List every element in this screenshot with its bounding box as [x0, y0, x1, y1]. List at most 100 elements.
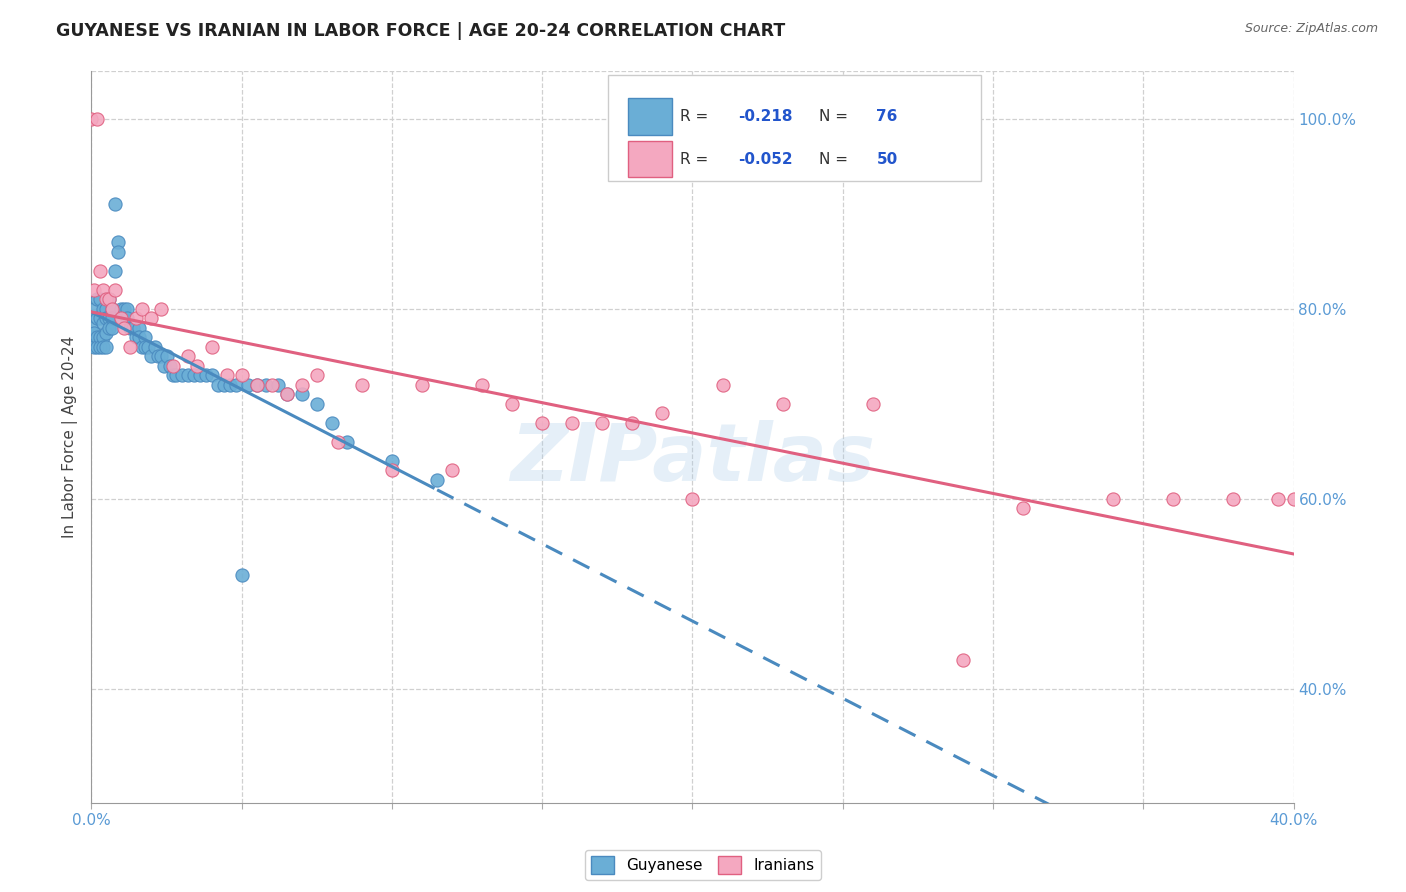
- Point: [104, 197, 127, 211]
- Point: [501, 397, 523, 411]
- Point: [128, 330, 150, 344]
- Point: [621, 416, 644, 430]
- Point: [89, 340, 111, 354]
- Point: [141, 311, 163, 326]
- Point: [93, 330, 115, 344]
- Point: [83, 340, 105, 354]
- Point: [176, 349, 198, 363]
- Point: [93, 283, 115, 297]
- Point: [291, 387, 314, 401]
- Point: [101, 301, 124, 316]
- Point: [83, 283, 105, 297]
- Point: [134, 340, 156, 354]
- Point: [862, 397, 884, 411]
- Point: [117, 311, 139, 326]
- Point: [326, 434, 349, 449]
- Point: [143, 340, 166, 354]
- Point: [86, 330, 108, 344]
- Point: [186, 359, 208, 373]
- Point: [276, 387, 298, 401]
- Point: [89, 311, 111, 326]
- Point: [165, 368, 187, 383]
- Point: [162, 359, 184, 373]
- Point: [155, 349, 177, 363]
- Y-axis label: In Labor Force | Age 20-24: In Labor Force | Age 20-24: [62, 336, 77, 538]
- Point: [201, 368, 224, 383]
- Point: [86, 311, 108, 326]
- Point: [381, 454, 404, 468]
- Point: [201, 340, 224, 354]
- Point: [267, 377, 290, 392]
- Point: [212, 377, 235, 392]
- Point: [89, 330, 111, 344]
- Point: [183, 368, 205, 383]
- Text: N =: N =: [818, 152, 852, 167]
- Point: [176, 368, 198, 383]
- Point: [141, 349, 163, 363]
- Point: [120, 321, 142, 335]
- Point: [162, 368, 184, 383]
- Point: [96, 293, 118, 307]
- Point: [218, 377, 240, 392]
- Text: -0.218: -0.218: [738, 109, 793, 124]
- Point: [122, 321, 145, 335]
- Point: [128, 321, 150, 335]
- Text: GUYANESE VS IRANIAN IN LABOR FORCE | AGE 20-24 CORRELATION CHART: GUYANESE VS IRANIAN IN LABOR FORCE | AGE…: [56, 22, 786, 40]
- Point: [411, 377, 433, 392]
- Point: [101, 301, 124, 316]
- Point: [231, 368, 253, 383]
- Point: [336, 434, 359, 449]
- Point: [83, 326, 105, 340]
- Point: [86, 340, 108, 354]
- Point: [83, 301, 105, 316]
- Point: [561, 416, 583, 430]
- Point: [1222, 491, 1244, 506]
- Text: 50: 50: [876, 152, 897, 167]
- Point: [125, 330, 148, 344]
- Point: [80, 330, 103, 344]
- Text: 76: 76: [876, 109, 898, 124]
- Text: Source: ZipAtlas.com: Source: ZipAtlas.com: [1244, 22, 1378, 36]
- Point: [711, 377, 734, 392]
- Point: [104, 283, 127, 297]
- Point: [194, 368, 217, 383]
- Point: [101, 321, 124, 335]
- Point: [89, 264, 111, 278]
- Point: [321, 416, 343, 430]
- Point: [440, 463, 463, 477]
- Point: [93, 316, 115, 330]
- Point: [231, 567, 253, 582]
- Text: N =: N =: [818, 109, 852, 124]
- FancyBboxPatch shape: [609, 75, 981, 181]
- Point: [1102, 491, 1125, 506]
- Point: [952, 653, 974, 667]
- Point: [188, 368, 211, 383]
- Point: [86, 293, 108, 307]
- Point: [80, 321, 103, 335]
- Point: [134, 330, 156, 344]
- Point: [350, 377, 373, 392]
- Point: [104, 264, 127, 278]
- Point: [117, 301, 139, 316]
- Point: [254, 377, 277, 392]
- Point: [101, 311, 124, 326]
- Point: [591, 416, 613, 430]
- Point: [276, 387, 298, 401]
- Point: [93, 301, 115, 316]
- Point: [138, 340, 160, 354]
- Point: [98, 321, 121, 335]
- Point: [98, 293, 121, 307]
- Point: [246, 377, 269, 392]
- Point: [93, 340, 115, 354]
- Point: [291, 377, 314, 392]
- Point: [80, 112, 103, 126]
- Point: [305, 397, 328, 411]
- Point: [225, 377, 247, 392]
- Text: R =: R =: [681, 152, 714, 167]
- Point: [260, 377, 283, 392]
- Point: [107, 244, 129, 259]
- Point: [381, 463, 404, 477]
- Point: [152, 359, 174, 373]
- Point: [772, 397, 794, 411]
- Point: [114, 301, 136, 316]
